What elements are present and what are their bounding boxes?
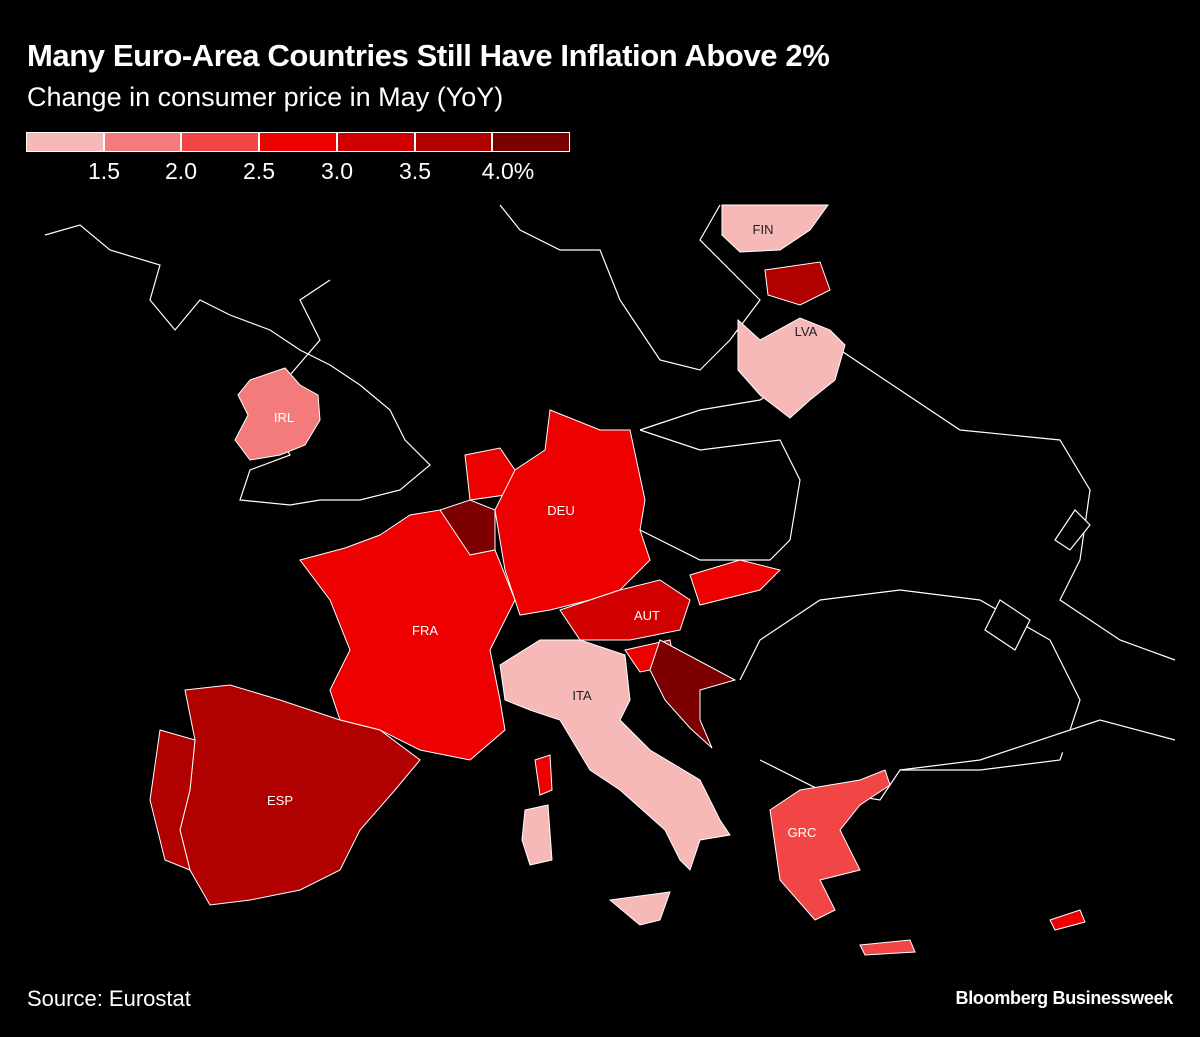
legend-tick: 4.0% (481, 158, 535, 184)
turkey-border (899, 719, 1176, 771)
source-note: Source: Eurostat (27, 986, 191, 1011)
country-sicily (608, 891, 671, 926)
label-aut: AUT (634, 608, 660, 623)
euro-countries (149, 204, 1086, 956)
europe-map: FIN LVA IRL DEU FRA AUT ITA ESP GRC (44, 204, 1176, 956)
legend-swatch-3 (182, 133, 261, 151)
label-esp: ESP (267, 793, 293, 808)
legend-swatch-7 (493, 133, 570, 151)
country-svk (689, 559, 781, 606)
legend-tick: 3.5 (399, 158, 431, 184)
legend-tick: 1.5 (88, 158, 120, 184)
donbas-hatch (1054, 509, 1091, 551)
uk-coastline (44, 224, 431, 506)
legend-tick: 2.0 (165, 158, 197, 184)
eastern-border (639, 349, 1176, 661)
country-grc (769, 769, 891, 921)
country-cyp (1049, 909, 1086, 931)
country-lva (737, 317, 846, 419)
country-prt (149, 729, 196, 871)
label-fra: FRA (412, 623, 438, 638)
country-crete (859, 939, 916, 956)
legend-swatch-1 (27, 133, 105, 151)
label-lva: LVA (795, 324, 818, 339)
legend-tick: 3.0 (321, 158, 353, 184)
country-hrv (649, 639, 737, 749)
country-labels: FIN LVA IRL DEU FRA AUT ITA ESP GRC (267, 222, 818, 840)
country-fin (721, 204, 829, 253)
label-fin: FIN (753, 222, 774, 237)
label-deu: DEU (547, 503, 574, 518)
crimea-hatch (984, 599, 1031, 651)
legend-swatch-6 (415, 133, 494, 151)
poland-border (639, 429, 801, 561)
balkan-border (739, 589, 1081, 801)
country-corsica (534, 754, 553, 796)
color-legend (26, 132, 570, 152)
country-irl (234, 367, 321, 461)
country-ita (499, 639, 731, 871)
label-grc: GRC (788, 825, 817, 840)
publisher-credit: Bloomberg Businessweek (955, 988, 1174, 1008)
country-aut (559, 579, 691, 641)
legend-swatch-2 (104, 133, 183, 151)
legend-tick: 2.5 (243, 158, 275, 184)
legend-swatch-4 (260, 133, 338, 151)
chart-subtitle: Change in consumer price in May (YoY) (27, 82, 504, 112)
country-fra (299, 509, 516, 761)
country-est (764, 261, 831, 306)
scandinavia-coastline (499, 204, 761, 371)
label-ita: ITA (572, 688, 592, 703)
chart-title: Many Euro-Area Countries Still Have Infl… (27, 38, 830, 73)
label-irl: IRL (274, 410, 294, 425)
legend-swatch-5 (337, 133, 416, 151)
country-sardinia (521, 804, 553, 866)
non-euro-land (44, 204, 1176, 801)
